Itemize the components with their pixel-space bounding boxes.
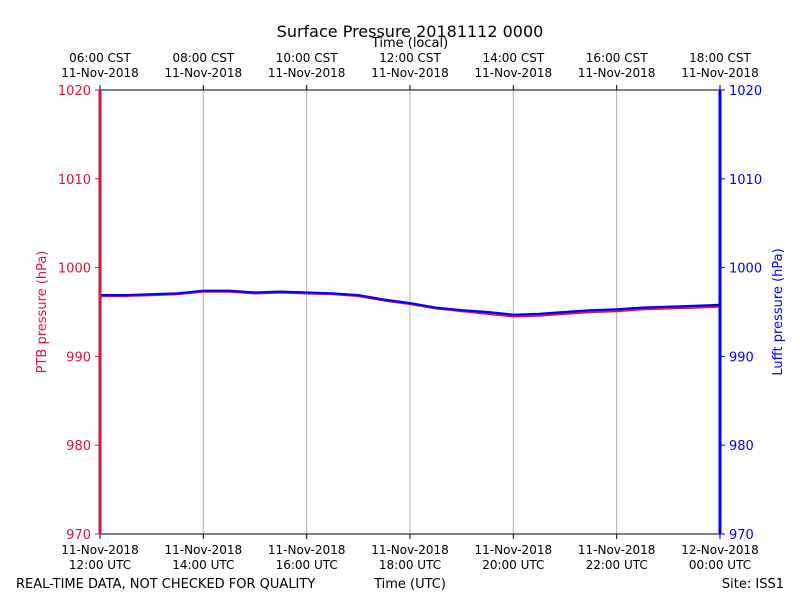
x-bottom-tick-date: 11-Nov-2018	[475, 543, 553, 557]
x-bottom-tick-time: 12:00 UTC	[69, 558, 131, 572]
x-top-tick-time: 10:00 CST	[276, 51, 338, 65]
y-right-tick-label: 1000	[729, 262, 762, 277]
y-left-tick-label: 970	[66, 528, 91, 543]
bottom-axis-label: Time (UTC)	[373, 577, 446, 592]
y-left-tick-label: 1000	[58, 262, 91, 277]
y-left-tick-label: 1020	[58, 84, 91, 99]
x-bottom-tick-date: 11-Nov-2018	[268, 543, 346, 557]
chart-title: Surface Pressure 20181112 0000	[277, 22, 544, 41]
x-bottom-tick-date: 12-Nov-2018	[681, 543, 759, 557]
data-series	[98, 289, 722, 318]
y-right-tick-label: 980	[729, 439, 754, 454]
y-right-tick-label: 1010	[729, 173, 762, 188]
lufft-series-line	[98, 289, 722, 316]
x-bottom-tick-time: 16:00 UTC	[276, 558, 338, 572]
x-bottom-tick-date: 11-Nov-2018	[578, 543, 656, 557]
x-bottom-tick-time: 20:00 UTC	[482, 558, 544, 572]
right-axis-label: Lufft pressure (hPa)	[771, 248, 786, 375]
x-top-tick-time: 14:00 CST	[482, 51, 544, 65]
x-top-tick-date: 11-Nov-2018	[475, 66, 553, 80]
y-right-tick-label: 990	[729, 350, 754, 365]
x-bottom-tick-date: 11-Nov-2018	[371, 543, 449, 557]
x-top-tick-date: 11-Nov-2018	[578, 66, 656, 80]
y-right-tick-label: 970	[729, 528, 754, 543]
x-bottom-tick-time: 00:00 UTC	[689, 558, 751, 572]
x-bottom-tick-date: 11-Nov-2018	[165, 543, 243, 557]
x-top-tick-date: 11-Nov-2018	[165, 66, 243, 80]
x-top-tick-time: 16:00 CST	[586, 51, 648, 65]
x-bottom-tick-time: 18:00 UTC	[379, 558, 441, 572]
top-axis-label: Time (local)	[371, 36, 448, 51]
y-right-tick-label: 1020	[729, 84, 762, 99]
y-left-tick-label: 1010	[58, 173, 91, 188]
x-top-tick-time: 06:00 CST	[69, 51, 131, 65]
x-top-tick-date: 11-Nov-2018	[681, 66, 759, 80]
x-bottom-tick-date: 11-Nov-2018	[61, 543, 139, 557]
x-top-tick-date: 11-Nov-2018	[371, 66, 449, 80]
x-bottom-tick-time: 22:00 UTC	[586, 558, 648, 572]
x-top-tick-time: 12:00 CST	[379, 51, 441, 65]
x-bottom-tick-time: 14:00 UTC	[172, 558, 234, 572]
x-top-tick-time: 18:00 CST	[689, 51, 751, 65]
y-left-tick-label: 980	[66, 439, 91, 454]
quality-disclaimer: REAL-TIME DATA, NOT CHECKED FOR QUALITY	[16, 577, 315, 592]
x-top-tick-date: 11-Nov-2018	[61, 66, 139, 80]
left-axis-label: PTB pressure (hPa)	[35, 251, 50, 374]
y-left-tick-label: 990	[66, 350, 91, 365]
x-top-tick-date: 11-Nov-2018	[268, 66, 346, 80]
x-top-tick-time: 08:00 CST	[172, 51, 234, 65]
site-label: Site: ISS1	[722, 577, 784, 592]
